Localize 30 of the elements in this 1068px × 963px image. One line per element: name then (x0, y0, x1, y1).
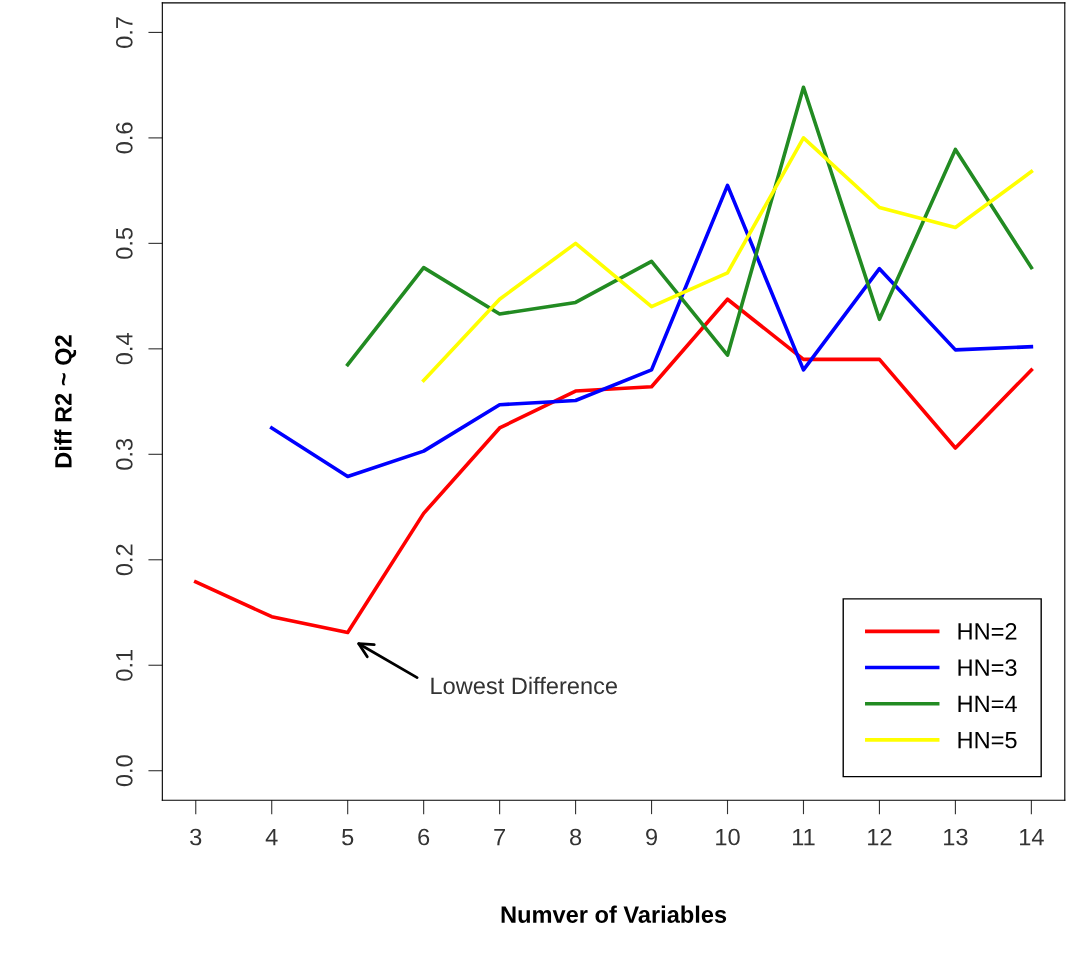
y-tick-label: 0.7 (115, 17, 133, 48)
x-tick-label: 11 (793, 828, 815, 846)
legend-label: HN=4 (958, 695, 1017, 712)
x-axis-title: Numver of Variables (501, 905, 727, 923)
line-series (421, 136, 1034, 383)
annotation: Lowest Difference (431, 676, 617, 695)
x-tick-label: 4 (265, 828, 278, 846)
x-tick-label: 9 (646, 828, 657, 846)
y-axis-title: Diff R2 ~ Q2 (54, 335, 77, 468)
x-tick-label: 14 (1020, 828, 1044, 846)
line-series (269, 183, 1034, 479)
y-tick-label: 0.2 (115, 544, 133, 576)
legend-label: HN=5 (958, 731, 1017, 749)
line-series (345, 85, 1034, 367)
x-tick-label: 3 (190, 828, 202, 846)
legend-label: HN=3 (958, 659, 1017, 677)
x-tick-label: 5 (342, 828, 354, 846)
x-tick-label: 8 (570, 828, 582, 846)
y-tick-label: 0.1 (115, 649, 133, 681)
y-tick-label: 0.4 (115, 333, 133, 365)
y-tick-label: 0.5 (115, 227, 133, 259)
legend-label: HN=2 (958, 623, 1017, 640)
y-tick-label: 0.6 (115, 122, 133, 154)
x-tick-label: 7 (494, 828, 505, 846)
y-tick-label: 0.3 (115, 438, 133, 470)
x-tick-label: 6 (418, 828, 430, 846)
x-tick-label: 13 (944, 828, 968, 846)
y-tick-label: 0.0 (115, 755, 133, 787)
x-tick-label: 10 (716, 828, 740, 846)
x-tick-label: 12 (868, 828, 892, 846)
